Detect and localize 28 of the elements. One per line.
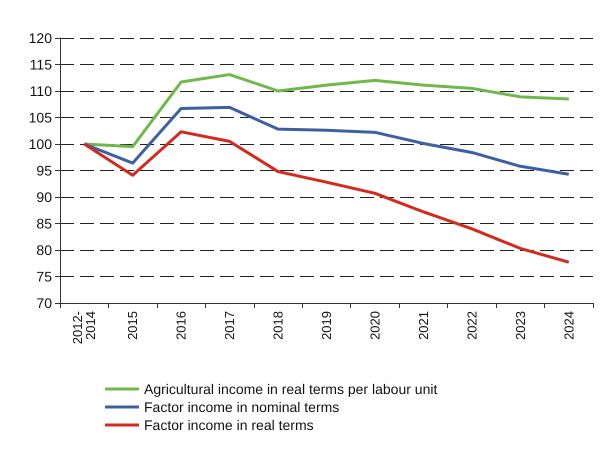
x-tick-label: 2020: [367, 311, 382, 340]
x-tick-label: 2012-2014: [70, 311, 98, 344]
y-tick-label: 95: [36, 162, 52, 178]
line-series: [82, 73, 570, 148]
y-tick-label: 120: [28, 30, 52, 46]
x-tick-label: 2018: [270, 311, 286, 340]
y-tick-label: 70: [36, 295, 52, 311]
x-tick-label: 2022: [464, 311, 480, 340]
y-tick-label: 90: [36, 189, 52, 205]
x-tick-label: 2017: [222, 311, 238, 340]
y-tick-label: 110: [30, 83, 52, 99]
legend-label: Factor income in real terms: [144, 417, 314, 433]
line-series: [82, 106, 570, 176]
legend-label: Factor income in nominal terms: [144, 399, 340, 415]
y-tick-label: 100: [28, 136, 52, 152]
x-tick-label: 2016: [174, 311, 189, 340]
line-series: [82, 130, 570, 264]
y-tick-label: 80: [36, 242, 52, 258]
legend-label: Agricultural income in real terms per labour unit: [144, 381, 438, 397]
x-tick-label: 2021: [416, 311, 431, 340]
y-tick-label: 85: [36, 216, 52, 232]
x-tick-label: 2024: [561, 311, 576, 340]
x-tick-label: 2015: [125, 311, 140, 340]
y-tick-label: 115: [30, 56, 52, 72]
x-tick-label: 2023: [512, 311, 528, 340]
y-tick-label: 105: [28, 110, 52, 126]
y-tick-label: 75: [36, 268, 52, 284]
x-tick-label: 2019: [319, 311, 334, 340]
